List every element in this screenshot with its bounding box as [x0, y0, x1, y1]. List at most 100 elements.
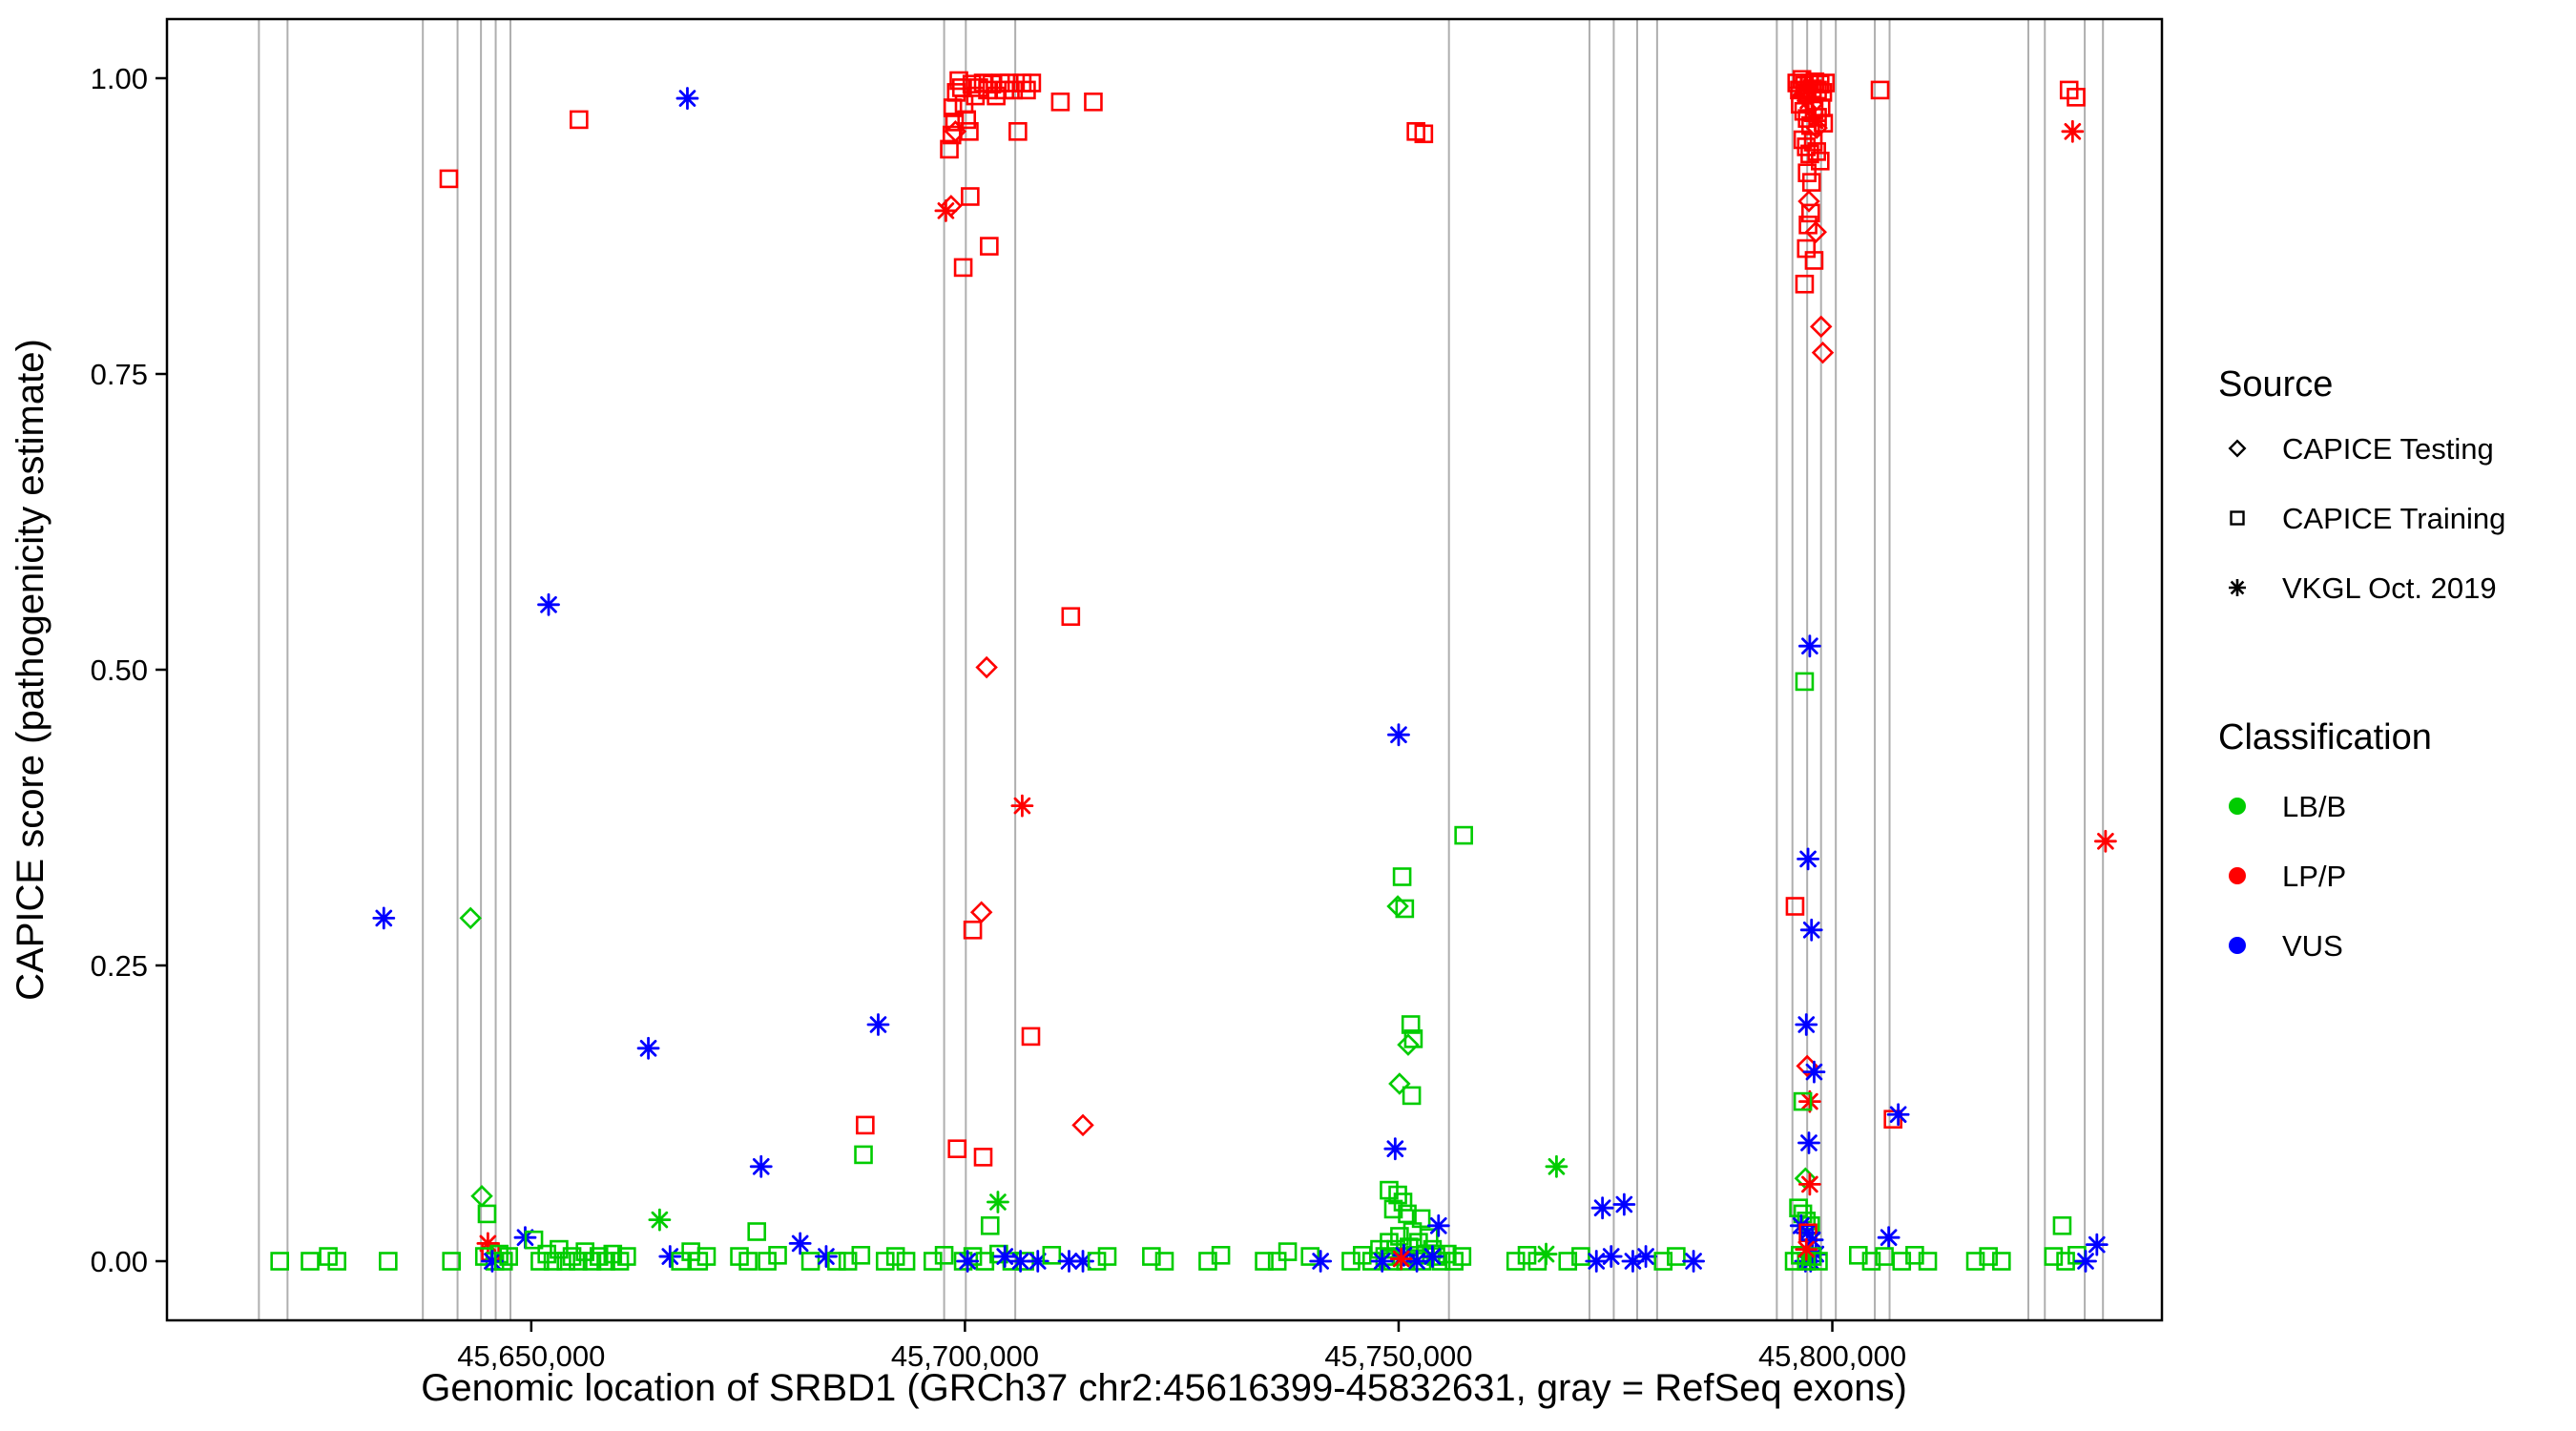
point-square [856, 1115, 875, 1135]
point-diamond [1804, 220, 1827, 243]
point-asterisk [1387, 723, 1410, 747]
point-asterisk [1309, 1250, 1333, 1273]
point-square [875, 1252, 895, 1271]
point-asterisk [1886, 1103, 1910, 1127]
point-square [2056, 1252, 2075, 1271]
legend-item-capice-testing: CAPICE Testing [2282, 432, 2494, 466]
point-square [1097, 1247, 1117, 1266]
point-asterisk [788, 1232, 812, 1255]
point-square [953, 258, 973, 278]
point-square [885, 1247, 905, 1266]
point-square [973, 1148, 993, 1167]
point-asterisk [1383, 1137, 1407, 1161]
point-diamond [940, 195, 963, 218]
point-square [1571, 1247, 1590, 1266]
point-asterisk [1682, 1250, 1705, 1273]
point-square [1008, 122, 1028, 141]
point-asterisk [648, 1208, 672, 1232]
point-square [1795, 274, 1815, 294]
y-tick-label: 0.00 [91, 1245, 148, 1278]
y-tick-label: 1.00 [91, 62, 148, 95]
point-square [980, 237, 999, 256]
point-asterisk [1803, 109, 1827, 133]
point-square [963, 920, 983, 940]
asterisk-icon [2229, 579, 2246, 596]
point-asterisk [1405, 1250, 1428, 1273]
axes-layer: 45,650,000 45,700,000 45,750,000 45,800,000… [91, 17, 2164, 1373]
panel-border [165, 17, 2164, 1322]
point-square [493, 1252, 513, 1271]
legend-item-vkgl: VKGL Oct. 2019 [2282, 571, 2497, 605]
point-square [1653, 1252, 1673, 1271]
point-square [1804, 251, 1824, 270]
point-square [854, 1145, 873, 1165]
point-square [1454, 825, 1473, 845]
point-diamond [1388, 1072, 1411, 1095]
legend-classification: Classification LB/B LP/P VUS [2218, 717, 2432, 963]
y-axis-title: CAPICE score (pathogenicity estimate) [10, 339, 52, 1001]
point-square [1905, 1246, 1924, 1265]
square-icon [2230, 510, 2245, 526]
point-asterisk [993, 1245, 1017, 1268]
point-square [1414, 124, 1434, 144]
point-square [1084, 93, 1103, 112]
point-asterisk [636, 1036, 660, 1060]
point-square [934, 1246, 954, 1265]
point-square [1211, 1246, 1231, 1265]
point-asterisk [1877, 1226, 1901, 1250]
point-diamond [975, 655, 998, 679]
point-asterisk [1585, 1250, 1609, 1273]
point-square [327, 1252, 346, 1271]
point-square [1892, 1252, 1912, 1271]
point-asterisk [1389, 1247, 1413, 1271]
point-asterisk [1634, 1245, 1657, 1268]
point-square [1809, 1252, 1828, 1271]
point-asterisk [537, 592, 560, 616]
point-square [1352, 1246, 1372, 1265]
point-asterisk [1797, 634, 1821, 658]
point-asterisk [675, 87, 699, 110]
point-square [1992, 1252, 2011, 1271]
point-asterisk [1797, 1131, 1820, 1154]
point-square [1255, 1252, 1274, 1271]
point-square [738, 1252, 758, 1271]
point-asterisk [1545, 1154, 1568, 1178]
point-square [1793, 1091, 1813, 1111]
point-square [1087, 1252, 1107, 1271]
diamond-icon [2228, 439, 2247, 458]
point-square [2044, 1247, 2064, 1266]
point-diamond [470, 1185, 493, 1208]
point-square [1849, 1246, 1868, 1265]
point-square [2052, 1216, 2072, 1235]
point-diamond [969, 901, 993, 923]
point-diamond [1397, 1033, 1420, 1056]
point-square [851, 1246, 871, 1265]
point-square [747, 1222, 767, 1241]
point-square [1965, 1252, 1985, 1271]
legend-item-vus: VUS [2282, 929, 2343, 963]
point-square [301, 1252, 320, 1271]
point-square [896, 1252, 916, 1271]
point-square [1811, 152, 1830, 171]
point-asterisk [1795, 1013, 1818, 1036]
point-square [1816, 73, 1836, 93]
point-square [1198, 1252, 1217, 1271]
point-asterisk [987, 1191, 1009, 1213]
point-square [947, 1139, 967, 1158]
point-square [570, 110, 589, 130]
point-asterisk [481, 1250, 504, 1273]
point-square [1042, 1246, 1062, 1265]
point-asterisk [1026, 1250, 1049, 1273]
x-axis-title: Genomic location of SRBD1 (GRCh37 chr2:4… [421, 1367, 1907, 1409]
point-asterisk [1612, 1192, 1636, 1216]
point-square [439, 169, 459, 189]
point-asterisk [2085, 1233, 2109, 1256]
legend-classification-title: Classification [2218, 717, 2432, 757]
point-asterisk [1534, 1242, 1558, 1266]
point-asterisk [1795, 1237, 1818, 1261]
y-tick-label: 0.50 [91, 653, 148, 687]
point-square [758, 1252, 777, 1271]
point-square [499, 1247, 518, 1266]
point-asterisk [1800, 1228, 1824, 1252]
point-diamond [459, 906, 482, 930]
